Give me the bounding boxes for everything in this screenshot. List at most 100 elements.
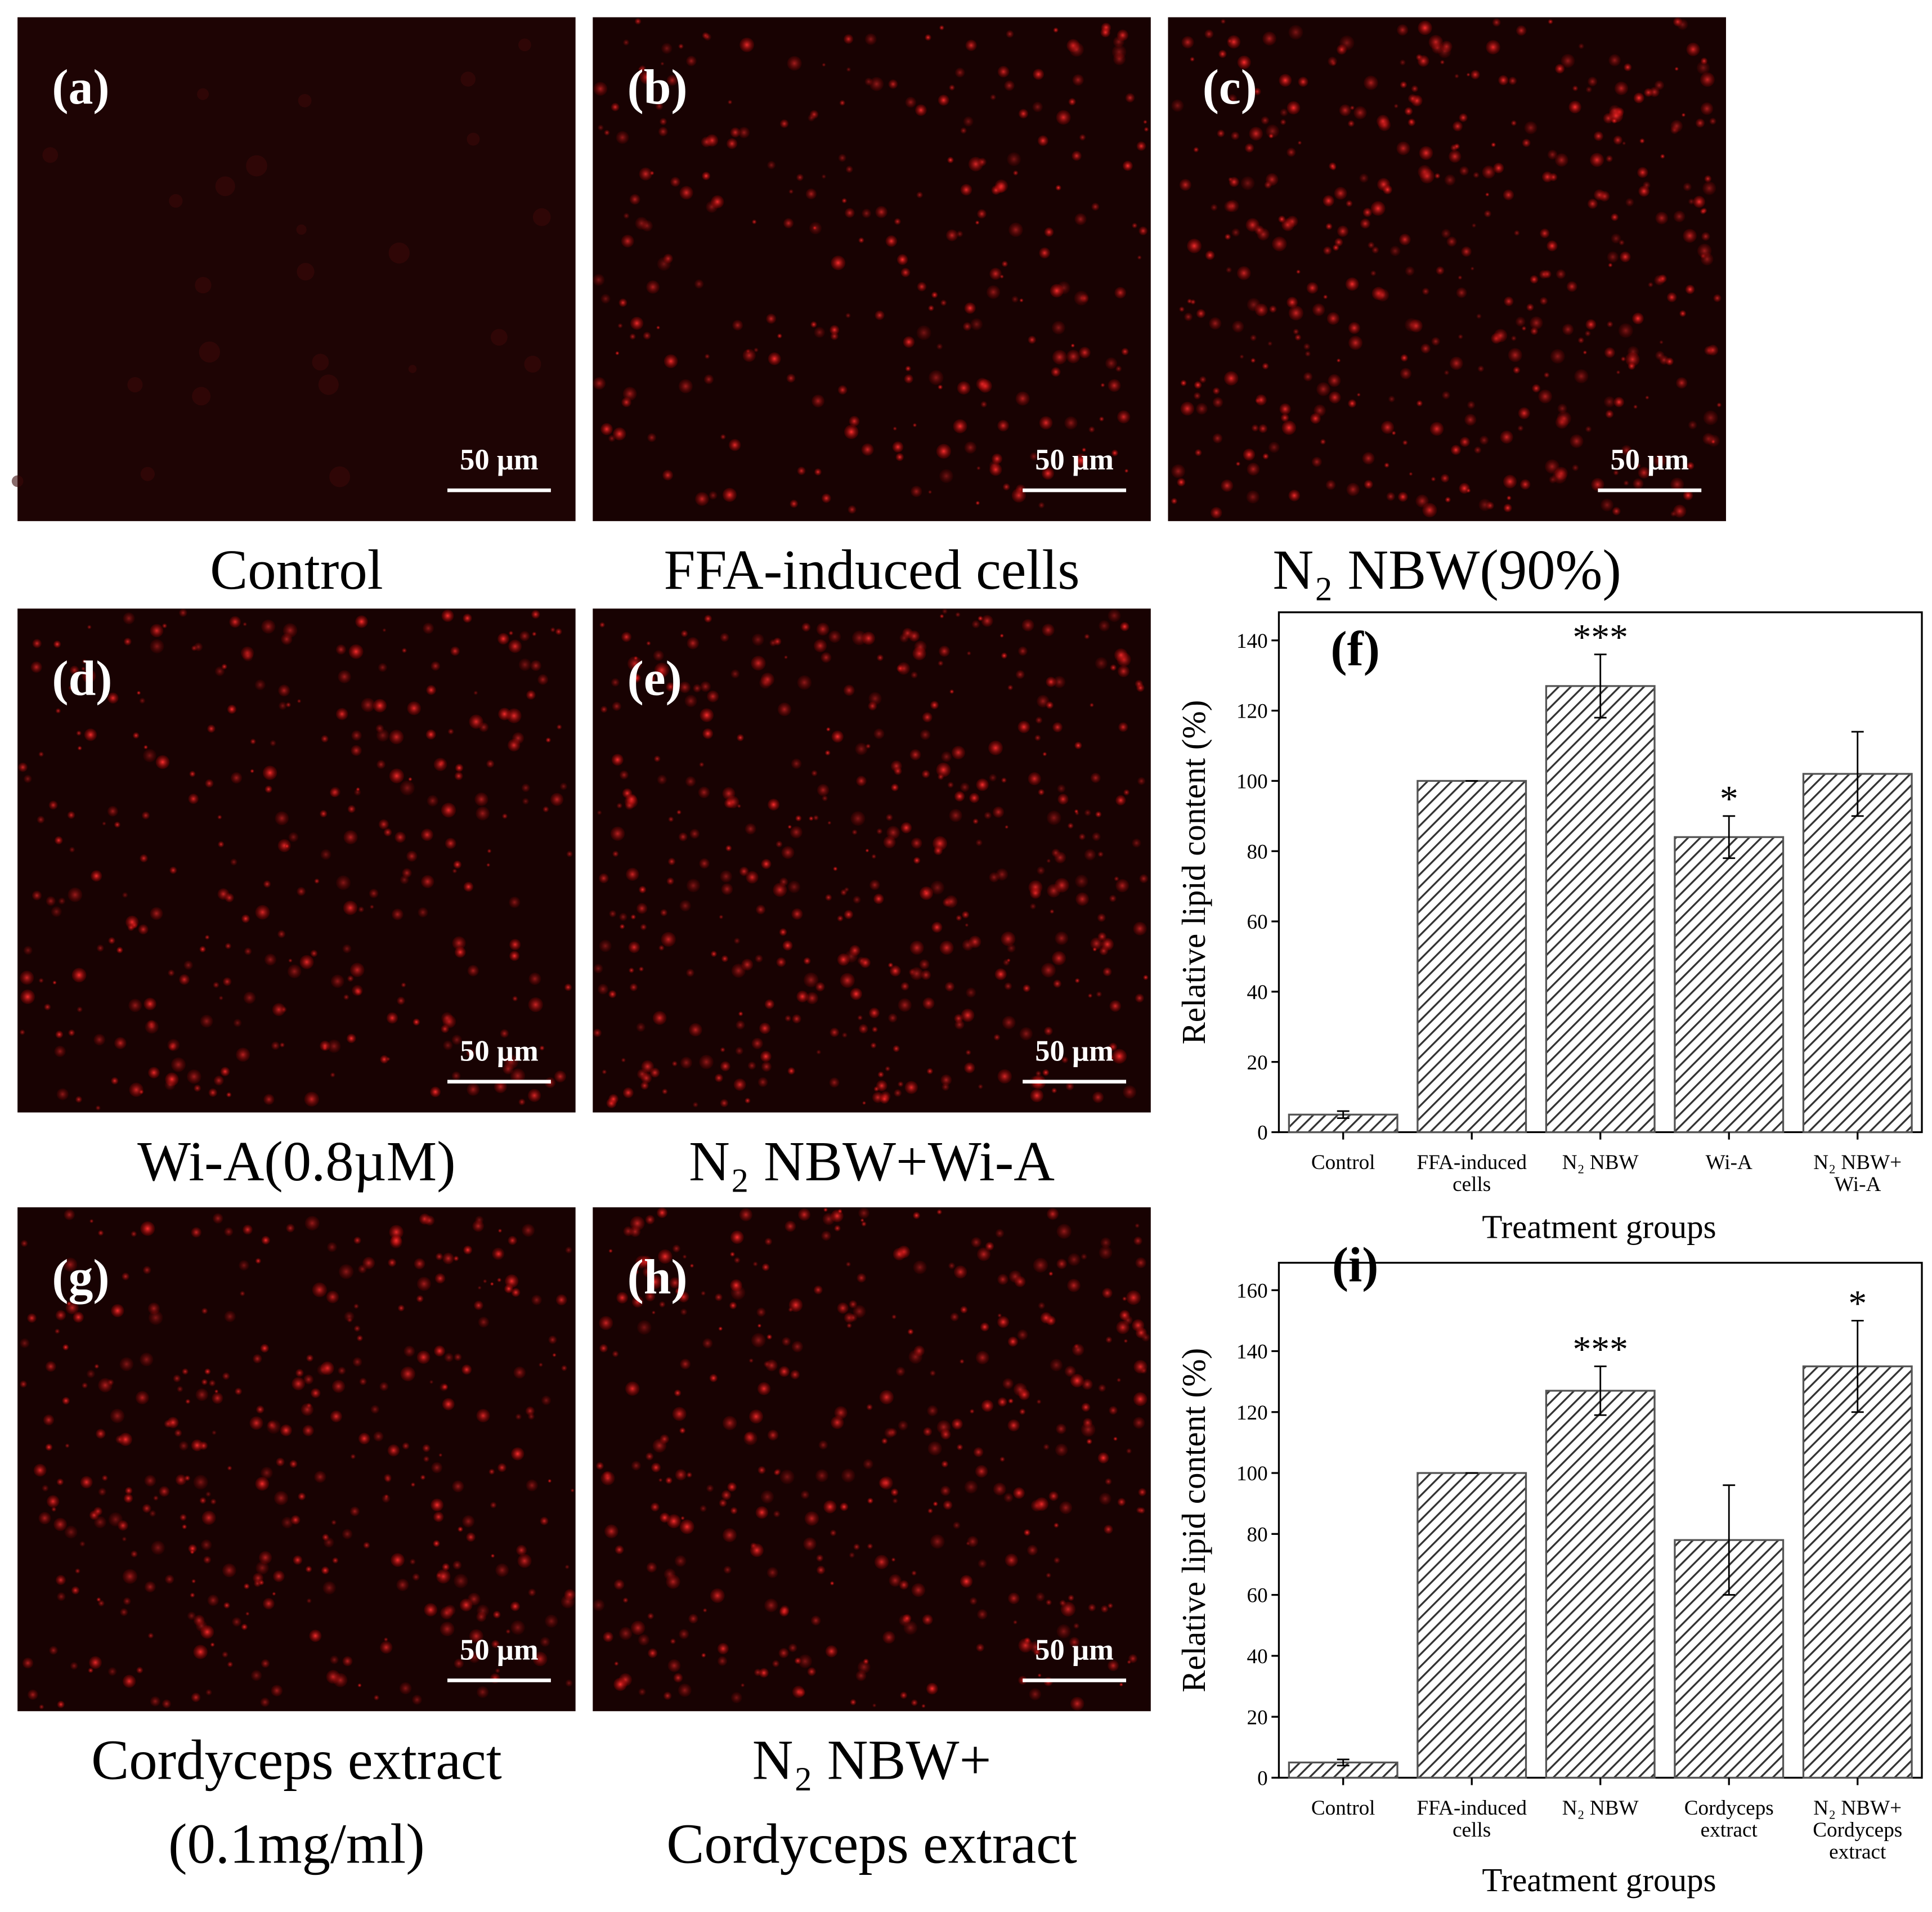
lipid-droplet (1237, 266, 1251, 280)
lipid-droplet (444, 1353, 454, 1362)
lipid-droplet (452, 868, 458, 874)
lipid-droplet (442, 1383, 448, 1390)
lipid-droplet (816, 1554, 824, 1562)
lipid-droplet (830, 1581, 835, 1586)
lipid-droplet (391, 1553, 405, 1567)
lipid-droplet (909, 941, 924, 955)
lipid-droplet (476, 1409, 490, 1423)
lipid-droplet (1061, 1056, 1069, 1063)
lipid-droplet (800, 1490, 810, 1499)
lipid-droplet (490, 1282, 494, 1286)
lipid-droplet (823, 1207, 828, 1212)
lipid-droplet (939, 646, 950, 657)
lipid-droplet (1459, 166, 1469, 176)
lipid-droplet (1109, 1000, 1122, 1012)
x-tick-label: N₂ NBW+ Cordyceps extract (1813, 1797, 1902, 1864)
lipid-droplet (539, 1363, 543, 1367)
lipid-droplet (402, 1442, 410, 1450)
lipid-droplet (1707, 435, 1720, 447)
lipid-droplet (840, 973, 855, 988)
lipid-droplet (636, 1022, 646, 1032)
lipid-droplet (89, 1656, 102, 1669)
lipid-droplet (1458, 334, 1463, 339)
lipid-droplet (430, 1086, 441, 1098)
lipid-droplet (91, 870, 102, 882)
lipid-droplet (679, 1427, 686, 1434)
lipid-droplet (638, 1634, 649, 1646)
lipid-droplet (1655, 351, 1665, 360)
lipid-droplet (66, 1301, 71, 1306)
lipid-droplet (1607, 321, 1613, 328)
lipid-droplet (1683, 182, 1692, 191)
lipid-droplet (142, 1266, 151, 1274)
lipid-droplet (438, 1453, 443, 1457)
lipid-droplet (1547, 240, 1558, 252)
lipid-droplet (443, 1040, 453, 1050)
lipid-droplet (662, 1089, 668, 1095)
lipid-droplet (814, 326, 825, 338)
lipid-droplet (630, 1620, 646, 1635)
lipid-droplet (1028, 772, 1041, 786)
lipid-droplet (28, 1689, 38, 1700)
lipid-droplet (255, 1258, 261, 1264)
lipid-droplet (1306, 282, 1319, 294)
lipid-droplet (478, 1317, 490, 1328)
lipid-droplet (927, 1508, 933, 1514)
lipid-droplet (1638, 467, 1650, 479)
lipid-droplet (781, 846, 795, 859)
lipid-droplet (1331, 60, 1337, 66)
lipid-droplet (302, 1425, 314, 1436)
lipid-droplet (745, 823, 756, 835)
lipid-droplet (877, 654, 884, 661)
lipid-droplet (153, 1495, 159, 1501)
lipid-droplet (37, 816, 45, 823)
lipid-droplet (1250, 358, 1256, 363)
lipid-droplet (1086, 1439, 1092, 1445)
lipid-droplet (1326, 312, 1340, 325)
lipid-droplet (1510, 120, 1517, 126)
lipid-droplet (1108, 609, 1121, 623)
lipid-droplet (646, 641, 651, 646)
lipid-droplet (1517, 425, 1524, 432)
lipid-droplet (785, 1015, 791, 1022)
lipid-droplet (1075, 875, 1088, 888)
lipid-droplet (750, 1543, 764, 1557)
lipid-droplet (201, 1378, 208, 1385)
lipid-droplet (58, 897, 66, 905)
lipid-droplet (530, 660, 541, 671)
lipid-droplet (278, 684, 290, 697)
lipid-droplet (1436, 266, 1445, 275)
lipid-droplet (65, 1443, 70, 1448)
lipid-droplet (921, 769, 930, 778)
lipid-droplet (620, 924, 625, 929)
lipid-droplet (218, 996, 223, 1001)
lipid-droplet (779, 119, 789, 128)
lipid-droplet (665, 1477, 673, 1484)
scale-bar-label: 50 µm (1035, 1633, 1114, 1666)
lipid-droplet (1224, 371, 1239, 386)
lipid-droplet (612, 701, 621, 711)
lipid-droplet (327, 1039, 341, 1053)
lipid-droplet (938, 660, 944, 666)
lipid-droplet (436, 1569, 451, 1584)
lipid-droplet (528, 973, 541, 985)
lipid-droplet (989, 773, 997, 782)
lipid-droplet (1362, 208, 1372, 217)
lipid-droplet (1123, 1085, 1136, 1099)
lipid-droplet (922, 997, 935, 1010)
lipid-droplet (1184, 312, 1193, 321)
lipid-droplet (634, 18, 642, 25)
lipid-droplet (864, 78, 873, 86)
lipid-droplet (813, 226, 817, 230)
lipid-droplet (900, 982, 909, 991)
lipid-droplet (451, 1071, 461, 1081)
lipid-droplet (225, 893, 234, 903)
y-tick-label: 80 (1247, 1523, 1268, 1546)
lipid-droplet (1703, 410, 1718, 426)
lipid-droplet (1383, 185, 1392, 195)
lipid-droplet (704, 615, 712, 623)
lipid-droplet (71, 968, 87, 983)
lipid-droplet (545, 737, 551, 743)
lipid-droplet (191, 1227, 201, 1238)
lipid-droplet (618, 298, 627, 307)
